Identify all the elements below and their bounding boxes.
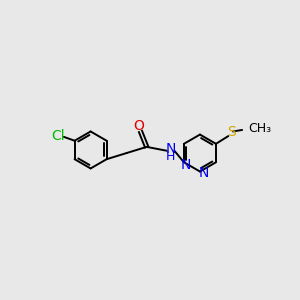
Text: Cl: Cl <box>52 129 65 143</box>
Text: N: N <box>199 166 209 180</box>
Text: CH₃: CH₃ <box>248 122 272 135</box>
Text: N: N <box>165 142 176 156</box>
Text: H: H <box>166 150 175 164</box>
Text: N: N <box>180 158 191 172</box>
Text: S: S <box>227 125 236 139</box>
Text: O: O <box>134 119 144 133</box>
